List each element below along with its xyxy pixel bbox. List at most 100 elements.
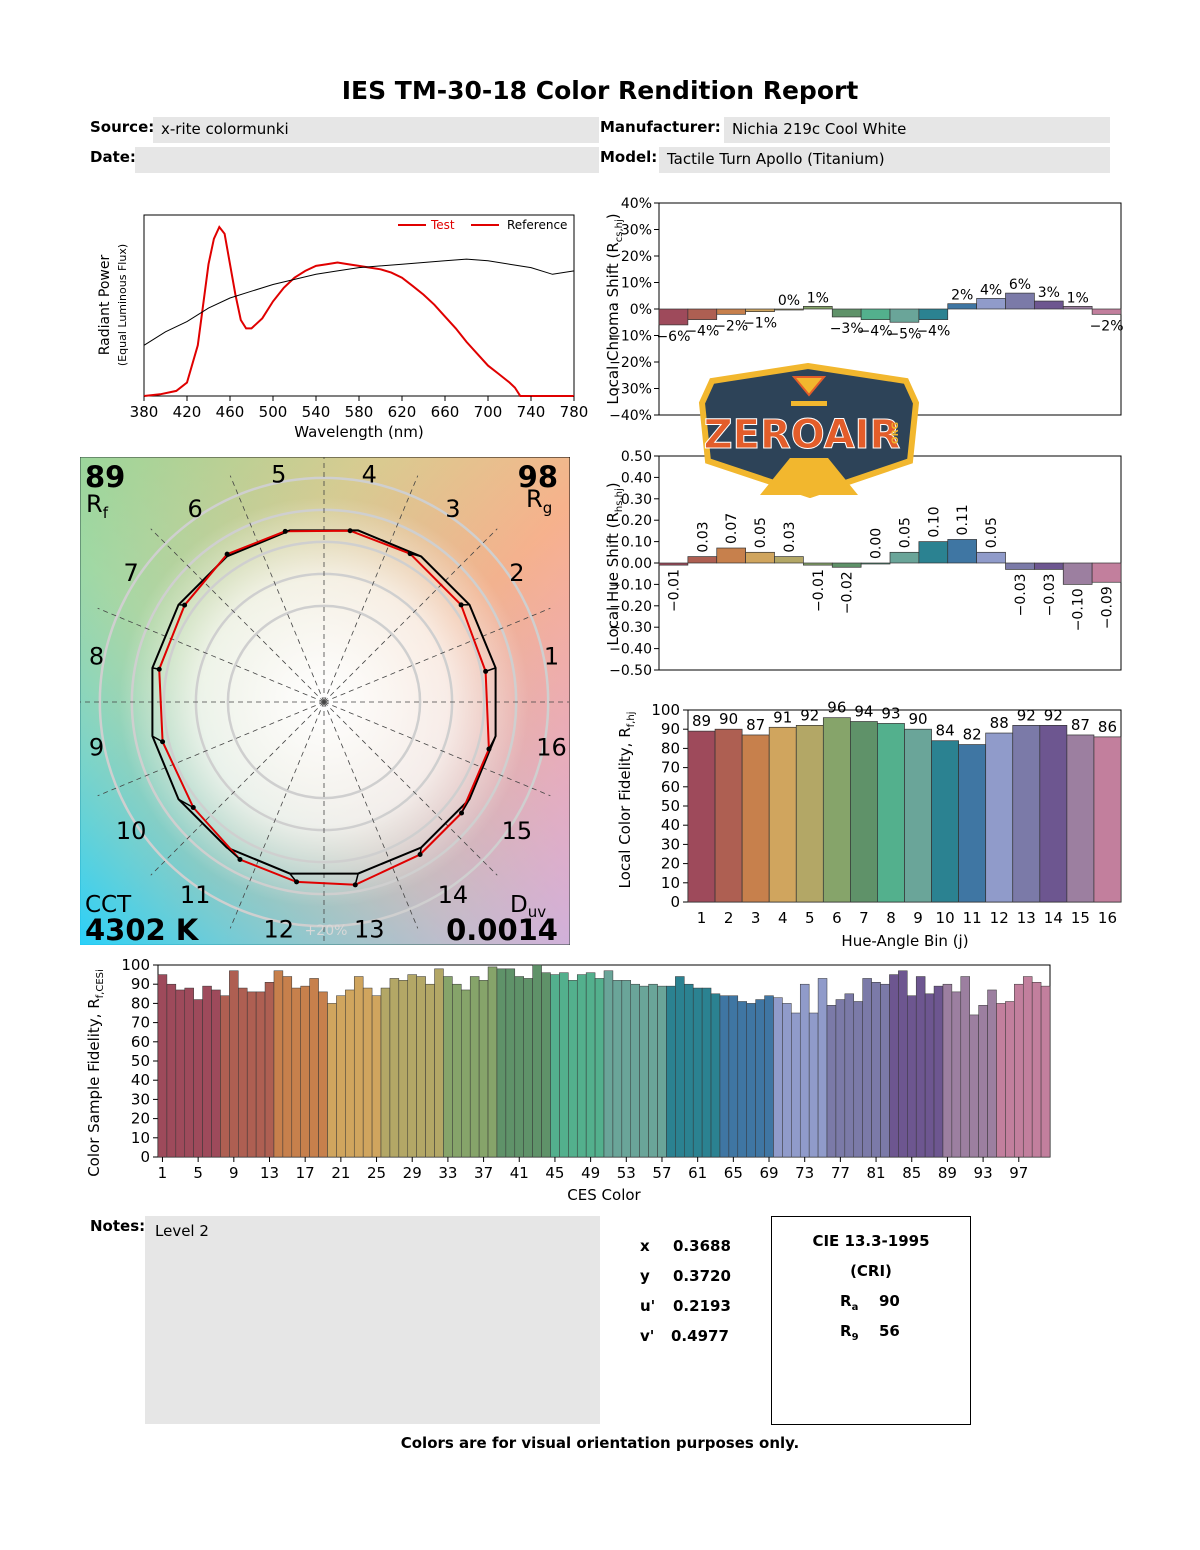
cvg-spoke — [323, 528, 498, 703]
hue-ytick-label: 0.50 — [621, 450, 652, 465]
ces-bar-3 — [175, 989, 186, 1158]
chroma-ytick-label: 0% — [630, 302, 652, 318]
chroma-ytick-label: 30% — [621, 223, 652, 239]
cvg-arrow-head — [182, 602, 188, 608]
cvg-spoke — [229, 475, 325, 703]
ces-bar-53 — [621, 980, 632, 1158]
hue-bar-label: −0.03 — [1013, 573, 1029, 616]
ces-bar-73 — [799, 983, 810, 1158]
ces-bar-76 — [826, 1005, 837, 1158]
hue-bar-label: −0.09 — [1100, 586, 1116, 629]
chroma-bar-label: 1% — [1067, 290, 1089, 306]
chroma-ytick-label: −40% — [609, 408, 652, 424]
ces-ytick-label: 50 — [131, 1052, 150, 1070]
ces-bar-96 — [1005, 1001, 1015, 1158]
ces-bar-31 — [425, 983, 435, 1158]
report-title: IES TM-30-18 Color Rendition Report — [341, 76, 859, 105]
ces-bar-85 — [907, 995, 917, 1158]
hue-bar-3 — [716, 547, 746, 564]
spd-ylabel-sub: (Equal Luminous Flux) — [116, 244, 129, 366]
ces-bar-80 — [862, 978, 872, 1158]
spd-plot-area — [143, 214, 575, 397]
fidelity-bar-label: 94 — [854, 703, 873, 721]
hue-ytick-label: −0.40 — [609, 642, 652, 658]
ces-bar-26 — [380, 987, 391, 1158]
ces-ytick-label: 10 — [131, 1129, 150, 1147]
ces-ytick-label: 100 — [121, 956, 150, 974]
spd-xtick-label: 380 — [130, 403, 159, 421]
cvg-shift-arrow — [178, 798, 194, 809]
hue-bar-1 — [658, 562, 689, 566]
ces-bar-50 — [594, 978, 605, 1158]
fidelity-bar-label: 82 — [963, 726, 982, 744]
date-label: Date: — [90, 148, 136, 166]
hue-bar-label: −0.03 — [1042, 573, 1058, 616]
hue-bar-14 — [1034, 562, 1064, 570]
fidelity-xtick-label: 11 — [963, 909, 982, 927]
cvg-bin-label-13: 13 — [354, 916, 385, 944]
ces-bar-68 — [755, 999, 765, 1158]
ces-bar-4 — [184, 987, 194, 1158]
logo-sub-text: ORG — [891, 422, 901, 444]
ces-bar-78 — [844, 993, 855, 1158]
ces-xtick-label: 5 — [193, 1164, 203, 1182]
cvg-arrow-head — [352, 882, 358, 888]
manufacturer-label: Manufacturer: — [600, 118, 721, 136]
fidelity-ytick-label: 30 — [661, 835, 680, 853]
chroma-bar-8 — [860, 308, 891, 320]
cvg-bin-label-4: 4 — [362, 460, 377, 488]
ces-ytick-label: 70 — [131, 1014, 150, 1032]
ces-bar-62 — [701, 987, 712, 1158]
hue-bar-9 — [889, 551, 920, 564]
chroma-ytick-label: 40% — [621, 196, 652, 212]
fidelity-bar-label: 84 — [936, 722, 955, 740]
spd-xtick-label: 620 — [388, 403, 417, 421]
ces-bar-6 — [202, 985, 212, 1158]
ces-bar-30 — [416, 976, 426, 1158]
hue-bar-label: 0.11 — [955, 504, 971, 535]
ces-bar-94 — [987, 989, 997, 1158]
ces-bar-59 — [675, 976, 685, 1158]
ces-bar-43 — [532, 964, 542, 1158]
x-value: 0.3688 — [673, 1237, 731, 1255]
chroma-bar-2 — [687, 308, 718, 320]
spd-xtick-label: 500 — [259, 403, 288, 421]
ces-bar-14 — [273, 970, 284, 1158]
model-label: Model: — [600, 148, 658, 166]
fidelity-ytick-label: 80 — [661, 739, 680, 757]
cvg-bin-label-6: 6 — [187, 495, 202, 523]
spd-xtick-label: 660 — [431, 403, 460, 421]
fidelity-bar-label: 88 — [990, 714, 1009, 732]
chroma-ytick-label: 10% — [621, 276, 652, 292]
chroma-bar-6 — [803, 305, 833, 310]
fidelity-ytick-label: 50 — [661, 797, 680, 815]
ces-xtick-label: 41 — [510, 1164, 529, 1182]
chroma-bar-16 — [1091, 308, 1122, 315]
chroma-bar-label: 0% — [778, 293, 800, 309]
cvg-arrow-head — [156, 666, 162, 672]
ces-bar-87 — [924, 993, 935, 1158]
cvg-arrow-head — [459, 810, 465, 816]
fidelity-bar-label: 87 — [1071, 716, 1090, 734]
r9-value: 56 — [879, 1322, 900, 1340]
cvg-bin-label-16: 16 — [536, 733, 567, 761]
ces-bar-40 — [505, 968, 516, 1158]
chroma-bar-9 — [889, 308, 920, 323]
chroma-bar-label: 1% — [807, 290, 829, 306]
fidelity-bar-2 — [714, 728, 743, 903]
fidelity-ytick-label: 10 — [661, 874, 680, 892]
fidelity-xtick-label: 2 — [724, 909, 734, 927]
v-label: v' — [640, 1327, 655, 1345]
ces-bar-41 — [514, 976, 524, 1158]
ces-ytick-label: 60 — [131, 1033, 150, 1051]
hue-ytick-label: −0.10 — [609, 577, 652, 593]
rf-value: 89 — [85, 460, 125, 494]
cvg-spoke — [97, 701, 325, 797]
ces-ylabel: Color Sample Fidelity, Rf,CESi — [85, 969, 106, 1177]
spd-xtick-label: 740 — [517, 403, 546, 421]
ces-bar-13 — [264, 982, 275, 1158]
ces-ytick-label: 90 — [131, 975, 150, 993]
ces-bar-51 — [603, 970, 614, 1158]
cvg-bin-label-3: 3 — [445, 495, 460, 523]
hue-bar-8 — [860, 562, 891, 565]
